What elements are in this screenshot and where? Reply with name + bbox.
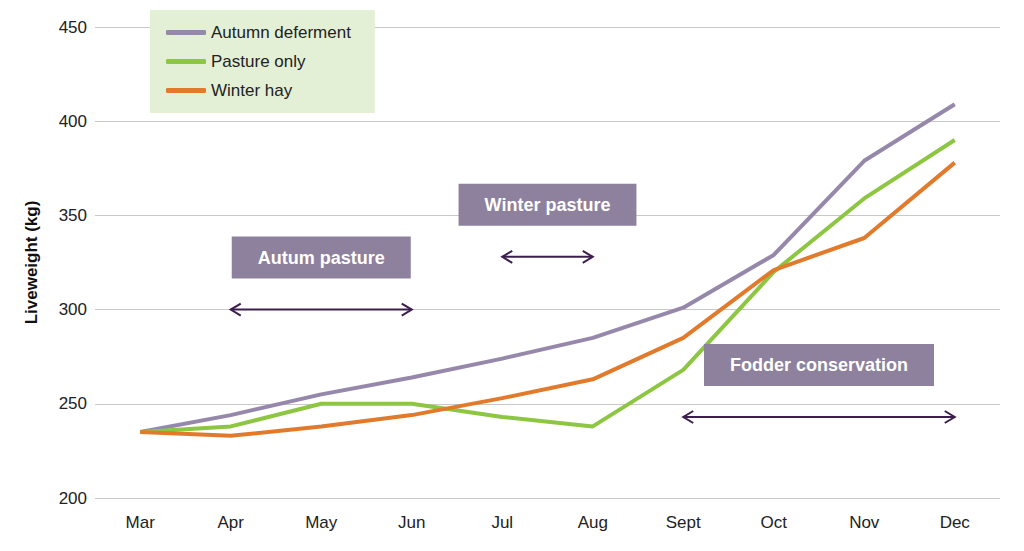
svg-text:450: 450 xyxy=(59,18,87,37)
svg-text:May: May xyxy=(305,513,338,532)
svg-text:Jul: Jul xyxy=(491,513,513,532)
svg-text:Fodder conservation: Fodder conservation xyxy=(730,355,908,375)
svg-text:Dec: Dec xyxy=(940,513,971,532)
svg-text:250: 250 xyxy=(59,394,87,413)
svg-text:Jun: Jun xyxy=(398,513,425,532)
svg-text:300: 300 xyxy=(59,300,87,319)
svg-text:Aug: Aug xyxy=(578,513,608,532)
svg-text:Mar: Mar xyxy=(126,513,156,532)
svg-text:400: 400 xyxy=(59,112,87,131)
svg-text:Oct: Oct xyxy=(761,513,788,532)
svg-text:Sept: Sept xyxy=(666,513,701,532)
svg-text:Autum pasture: Autum pasture xyxy=(258,248,385,268)
svg-text:Autumn deferment: Autumn deferment xyxy=(211,23,351,42)
svg-text:Apr: Apr xyxy=(218,513,245,532)
svg-text:Winter pasture: Winter pasture xyxy=(485,195,611,215)
svg-text:Winter hay: Winter hay xyxy=(211,81,293,100)
svg-text:Nov: Nov xyxy=(849,513,880,532)
svg-text:Pasture only: Pasture only xyxy=(211,52,306,71)
svg-text:Liveweight (kg): Liveweight (kg) xyxy=(22,201,41,325)
svg-text:200: 200 xyxy=(59,489,87,508)
svg-text:350: 350 xyxy=(59,206,87,225)
